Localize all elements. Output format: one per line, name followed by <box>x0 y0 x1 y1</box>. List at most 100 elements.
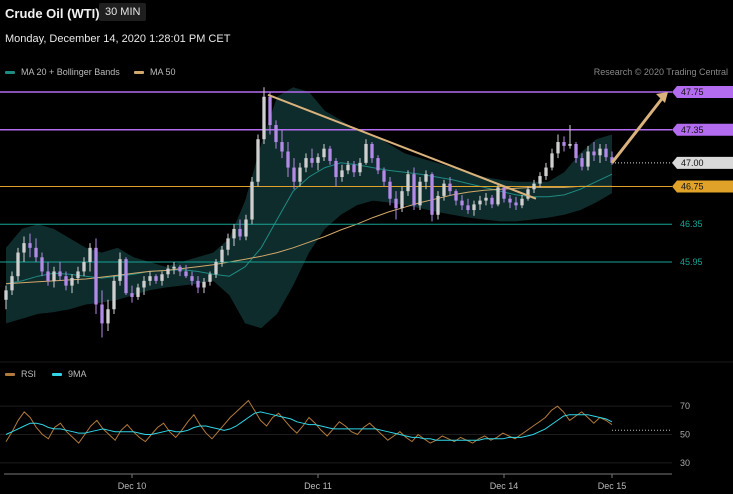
ma20-swatch <box>5 70 15 74</box>
candle <box>4 285 8 310</box>
timeframe-badge[interactable]: 30 MIN <box>99 3 147 21</box>
legend-ma50: MA 50 <box>134 67 176 77</box>
candle-body <box>208 274 212 282</box>
candle-body <box>304 158 308 168</box>
timestamp: Monday, December 14, 2020 1:28:01 PM CET <box>5 33 231 45</box>
candle-body <box>106 309 110 324</box>
candle <box>556 134 560 159</box>
candle <box>592 142 596 161</box>
candle <box>346 160 350 175</box>
candle <box>256 134 260 187</box>
candle-body <box>34 247 38 258</box>
candle-body <box>130 293 134 297</box>
candle-body <box>412 174 416 206</box>
candle-body <box>502 187 506 199</box>
candle-body <box>22 243 26 253</box>
candle-body <box>250 181 254 220</box>
candle-body <box>526 189 530 199</box>
candle <box>478 195 482 211</box>
candle-body <box>514 202 518 206</box>
candle <box>58 262 62 281</box>
candle <box>460 194 464 211</box>
rsi-tick-label: 30 <box>680 458 690 468</box>
candle <box>28 233 32 258</box>
candle-body <box>268 96 272 126</box>
candle <box>220 245 224 267</box>
candle-body <box>160 274 164 281</box>
candle-body <box>544 167 548 177</box>
candle <box>466 198 470 214</box>
candle <box>604 143 608 161</box>
level-tag-shape <box>672 86 733 98</box>
candle-body <box>436 195 440 215</box>
candle <box>520 194 524 209</box>
candle <box>286 142 290 177</box>
candle <box>304 153 308 173</box>
candle <box>34 238 38 262</box>
candle-body <box>142 280 146 288</box>
ma20-line <box>5 162 613 285</box>
candle-body <box>154 276 158 281</box>
level-tag-46-75: 46.75 <box>672 180 733 193</box>
candle <box>70 274 74 294</box>
candle <box>148 271 152 286</box>
candle <box>424 170 428 190</box>
candle <box>46 262 50 286</box>
candle <box>112 276 116 314</box>
candle <box>442 179 446 201</box>
legend-ma50-label: MA 50 <box>150 67 176 77</box>
candle-body <box>118 259 122 281</box>
candle <box>136 283 140 300</box>
candle-body <box>598 148 602 156</box>
candle-body <box>280 142 284 152</box>
candle <box>508 194 512 209</box>
candle-body <box>166 268 170 275</box>
candle-body <box>4 290 8 300</box>
candle <box>352 160 356 177</box>
rsi-swatch <box>5 372 15 376</box>
candle-body <box>322 148 326 158</box>
candle-body <box>406 174 410 192</box>
candle-body <box>460 200 464 206</box>
candle <box>64 271 68 291</box>
candle <box>10 271 14 296</box>
candle-body <box>358 162 362 173</box>
candle <box>298 162 302 187</box>
candle <box>292 158 296 190</box>
candle <box>382 167 386 187</box>
candle-body <box>574 143 578 159</box>
forecast-arrow-shaft <box>610 95 666 164</box>
candle <box>376 155 380 175</box>
candle-body <box>442 183 446 196</box>
candle <box>310 148 314 168</box>
candle-body <box>604 148 608 158</box>
candle <box>412 167 416 211</box>
candle <box>436 191 440 220</box>
candle-body <box>238 228 242 237</box>
level-tag-text: 47.75 <box>681 87 704 97</box>
candle <box>406 170 410 196</box>
candle-body <box>508 198 512 203</box>
candle <box>232 224 236 246</box>
candle <box>244 214 248 241</box>
candle <box>76 266 80 284</box>
candle-body <box>556 142 560 154</box>
candle-body <box>226 238 230 250</box>
candle-body <box>478 200 482 205</box>
rsi-series-rsi <box>5 399 613 444</box>
candle <box>340 164 344 182</box>
candle-body <box>82 262 86 272</box>
candle-body <box>178 266 182 272</box>
candle-body <box>274 125 278 143</box>
trendline <box>267 93 537 200</box>
candle-body <box>94 247 98 305</box>
candle <box>214 259 218 279</box>
candle <box>154 274 158 284</box>
candle-body <box>136 287 140 297</box>
candle-body <box>10 276 14 291</box>
candle-body <box>376 158 380 171</box>
candle-body <box>448 183 452 192</box>
level-label-45-95: 45.95 <box>680 257 703 267</box>
candle-body <box>328 148 332 161</box>
